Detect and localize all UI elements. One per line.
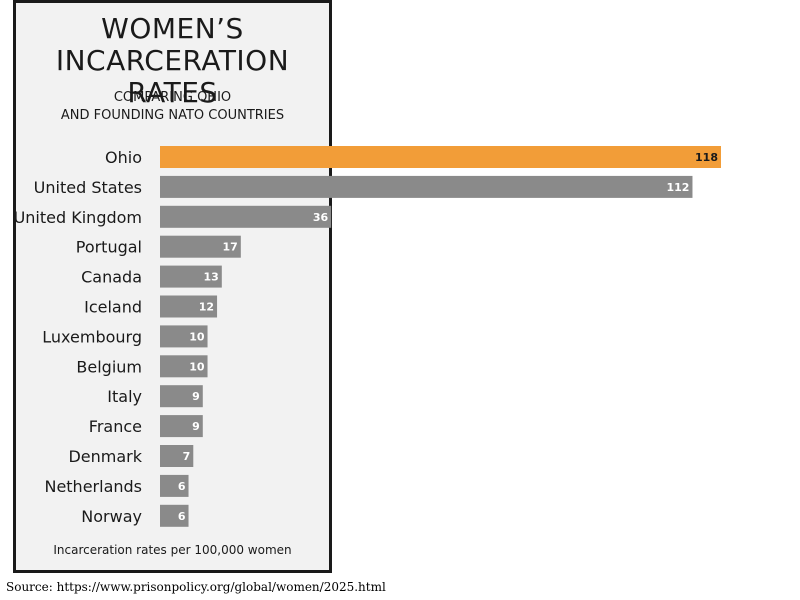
bar-france <box>160 415 203 438</box>
value-label-netherlands: 6 <box>178 480 186 493</box>
value-label-luxembourg: 10 <box>189 330 205 343</box>
bar-united-states <box>160 175 693 198</box>
category-label-united-kingdom: United Kingdom <box>14 208 142 227</box>
value-label-portugal: 17 <box>223 241 238 254</box>
category-label-netherlands: Netherlands <box>44 477 142 496</box>
bar-norway <box>160 504 189 527</box>
value-label-united-states: 112 <box>667 181 690 194</box>
bar-denmark <box>160 445 194 467</box>
bar-luxembourg <box>160 325 208 348</box>
value-label-united-kingdom: 36 <box>313 211 329 224</box>
category-label-france: France <box>89 417 142 436</box>
bar-united-kingdom <box>160 205 332 228</box>
category-label-denmark: Denmark <box>68 447 142 466</box>
category-label-united-states: United States <box>34 178 142 197</box>
value-label-denmark: 7 <box>183 450 191 463</box>
chart-caption: Incarceration rates per 100,000 women <box>53 543 292 557</box>
chart-subtitle-line-2: AND FOUNDING NATO COUNTRIES <box>60 108 285 123</box>
source-line: Source: https://www.prisonpolicy.org/glo… <box>6 580 386 594</box>
chart-subtitle-line-1: COMPARING OHIO <box>113 90 232 105</box>
category-label-iceland: Iceland <box>84 298 142 317</box>
value-label-italy: 9 <box>192 390 200 403</box>
value-label-norway: 6 <box>178 510 186 523</box>
chart-title-line-2: INCARCERATION RATES <box>55 44 290 109</box>
category-label-portugal: Portugal <box>76 238 142 257</box>
category-label-belgium: Belgium <box>76 357 142 376</box>
chart-title-line-1: WOMEN’S <box>101 12 244 45</box>
category-label-norway: Norway <box>81 507 142 526</box>
value-label-belgium: 10 <box>189 360 205 373</box>
category-label-canada: Canada <box>81 268 142 287</box>
bar-canada <box>160 265 222 288</box>
bar-iceland <box>160 295 218 318</box>
bar-netherlands <box>160 474 189 497</box>
category-label-ohio: Ohio <box>105 148 142 167</box>
category-label-luxembourg: Luxembourg <box>42 327 142 346</box>
bar-belgium <box>160 355 208 378</box>
category-label-italy: Italy <box>107 387 142 406</box>
value-label-iceland: 12 <box>199 301 214 314</box>
bar-italy <box>160 385 203 408</box>
bar-portugal <box>160 235 241 258</box>
value-label-ohio: 118 <box>695 151 718 164</box>
value-label-france: 9 <box>192 420 200 433</box>
value-label-canada: 13 <box>203 271 218 284</box>
bar-ohio <box>160 146 721 168</box>
